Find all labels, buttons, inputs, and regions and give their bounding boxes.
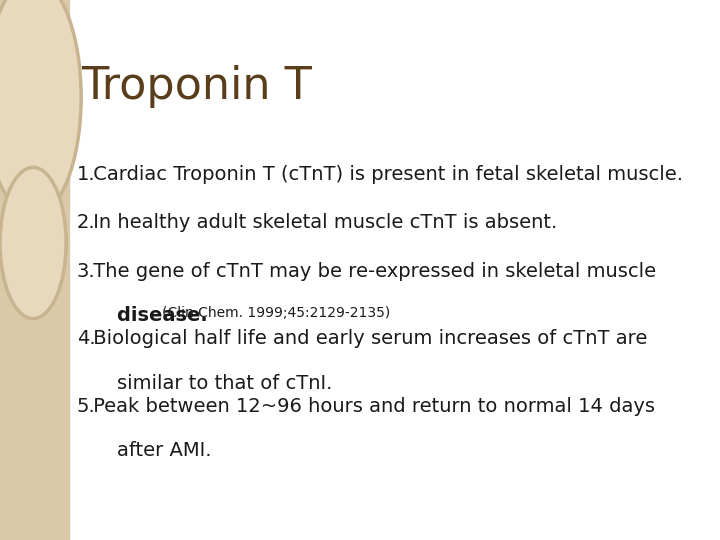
- Ellipse shape: [0, 167, 66, 319]
- Text: (Clin Chem. 1999;45:2129-2135): (Clin Chem. 1999;45:2129-2135): [162, 306, 390, 320]
- Text: Troponin T: Troponin T: [81, 65, 312, 108]
- Text: after AMI.: after AMI.: [117, 441, 212, 460]
- Text: 2.: 2.: [77, 213, 96, 232]
- Text: 1.: 1.: [77, 165, 96, 184]
- Text: 5.: 5.: [77, 397, 96, 416]
- Bar: [0, 0, 69, 540]
- Text: Peak between 12~96 hours and return to normal 14 days: Peak between 12~96 hours and return to n…: [87, 397, 655, 416]
- Text: Cardiac Troponin T (cTnT) is present in fetal skeletal muscle.: Cardiac Troponin T (cTnT) is present in …: [87, 165, 683, 184]
- Text: 3.: 3.: [77, 262, 96, 281]
- Text: The gene of cTnT may be re-expressed in skeletal muscle: The gene of cTnT may be re-expressed in …: [87, 262, 657, 281]
- Text: disease.: disease.: [117, 306, 215, 325]
- Ellipse shape: [0, 0, 81, 216]
- Text: similar to that of cTnI.: similar to that of cTnI.: [117, 374, 333, 393]
- Text: 4.: 4.: [77, 329, 96, 348]
- Text: Biological half life and early serum increases of cTnT are: Biological half life and early serum inc…: [87, 329, 647, 348]
- Text: In healthy adult skeletal muscle cTnT is absent.: In healthy adult skeletal muscle cTnT is…: [87, 213, 557, 232]
